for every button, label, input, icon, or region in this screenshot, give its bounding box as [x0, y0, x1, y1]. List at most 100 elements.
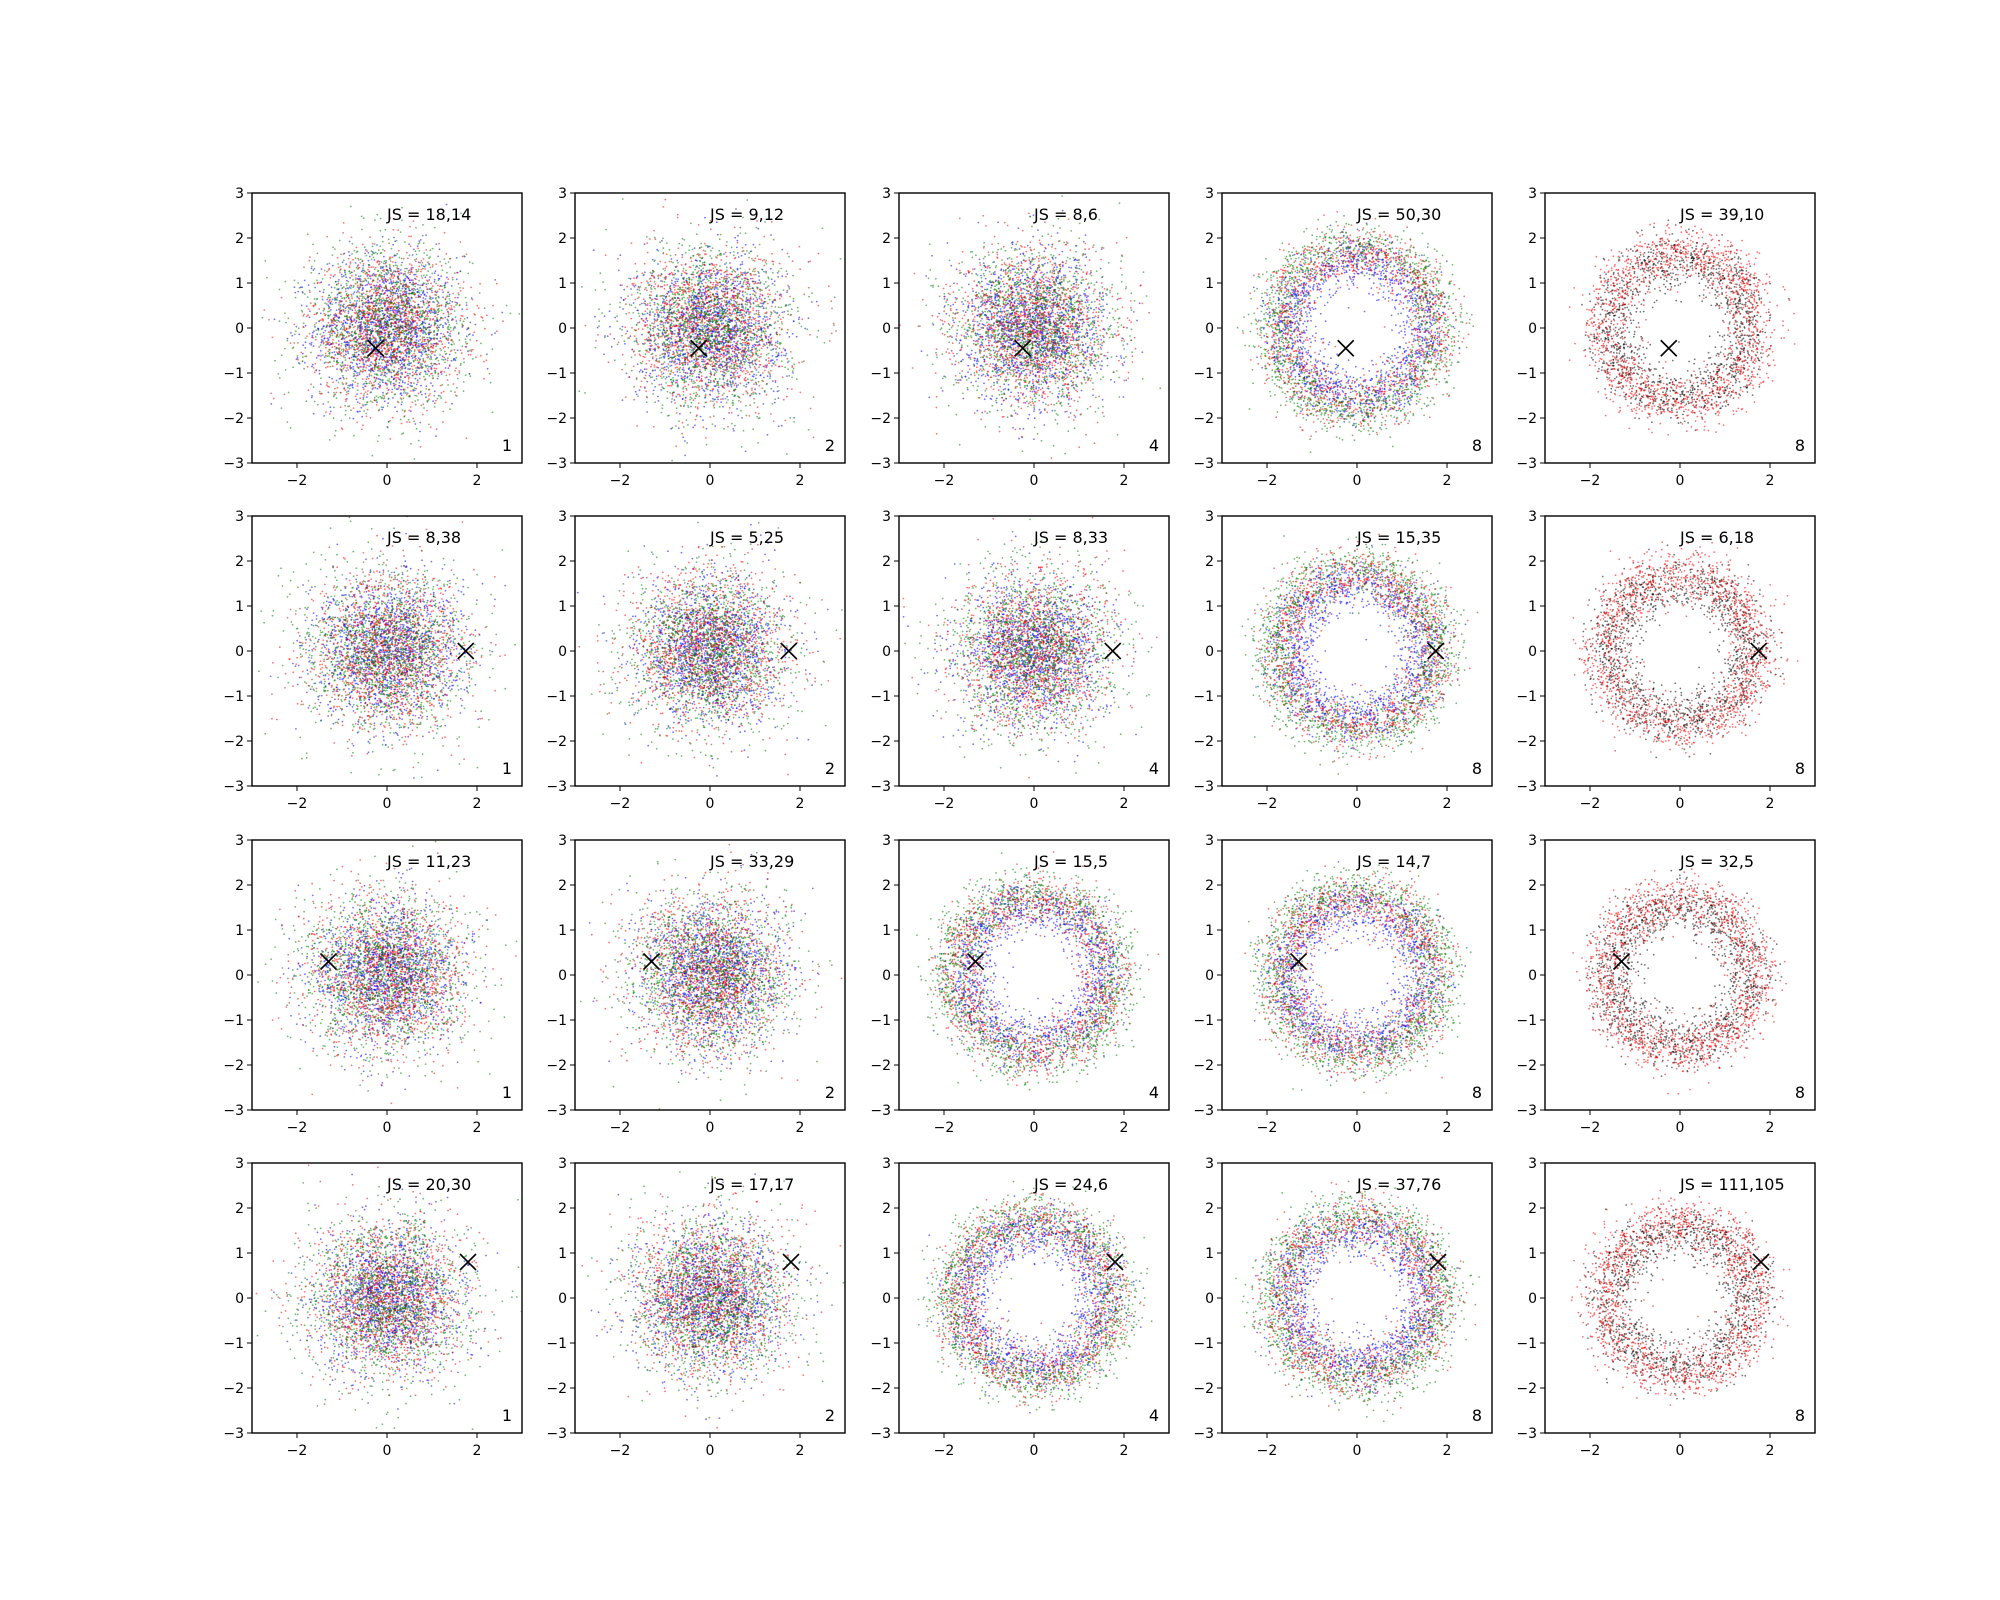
scatter-point: [401, 423, 403, 425]
scatter-point: [437, 285, 439, 287]
scatter-point: [432, 375, 434, 377]
scatter-point: [414, 345, 416, 347]
scatter-point: [666, 366, 668, 368]
scatter-point: [368, 326, 370, 328]
scatter-point: [397, 372, 399, 374]
scatter-point: [366, 307, 368, 309]
scatter-point: [407, 387, 409, 389]
scatter-point: [375, 252, 377, 254]
scatter-point: [420, 390, 422, 392]
scatter-point: [622, 399, 624, 401]
scatter-point: [429, 319, 431, 321]
scatter-point: [469, 339, 471, 341]
scatter-point: [422, 297, 424, 299]
scatter-point: [391, 369, 393, 371]
scatter-point: [367, 327, 369, 329]
scatter-point: [399, 285, 401, 287]
scatter-point: [448, 329, 450, 331]
scatter-point: [379, 409, 381, 411]
scatter-point: [394, 360, 396, 362]
scatter-point: [344, 271, 346, 273]
scatter-point: [324, 356, 326, 358]
scatter-point: [364, 317, 366, 319]
scatter-point: [328, 295, 330, 297]
scatter-point: [671, 341, 673, 343]
y-tick-label: 2: [235, 231, 244, 247]
scatter-point: [376, 401, 378, 403]
scatter-point: [442, 421, 444, 423]
scatter-point: [331, 292, 333, 294]
scatter-point: [630, 288, 632, 290]
scatter-point: [347, 387, 349, 389]
scatter-point: [397, 276, 399, 278]
scatter-point: [670, 342, 672, 344]
scatter-point: [313, 330, 315, 332]
scatter-point: [403, 316, 405, 318]
scatter-point: [420, 446, 422, 448]
scatter-point: [350, 409, 352, 411]
scatter-point: [381, 290, 383, 292]
scatter-point: [395, 304, 397, 306]
scatter-point: [433, 331, 435, 333]
scatter-point: [413, 421, 415, 423]
scatter-point: [375, 310, 377, 312]
scatter-point: [323, 292, 325, 294]
scatter-point: [424, 268, 426, 270]
scatter-point: [401, 300, 403, 302]
scatter-point: [329, 307, 331, 309]
scatter-point: [722, 288, 724, 290]
scatter-point: [364, 297, 366, 299]
scatter-point: [295, 297, 297, 299]
scatter-point: [410, 410, 412, 412]
scatter-point: [341, 349, 343, 351]
scatter-point: [358, 336, 360, 338]
scatter-point: [340, 406, 342, 408]
scatter-point: [361, 229, 363, 231]
scatter-point: [389, 316, 391, 318]
scatter-point: [293, 346, 295, 348]
scatter-point: [400, 328, 402, 330]
scatter-point: [430, 288, 432, 290]
scatter-point: [450, 390, 452, 392]
scatter-point: [364, 383, 366, 385]
scatter-point: [392, 360, 394, 362]
scatter-point: [383, 375, 385, 377]
scatter-point: [435, 349, 437, 351]
scatter-point: [409, 368, 411, 370]
scatter-point: [345, 399, 347, 401]
scatter-point: [379, 359, 381, 361]
scatter-point: [400, 379, 402, 381]
scatter-point: [344, 310, 346, 312]
scatter-point: [341, 343, 343, 345]
scatter-point: [440, 397, 442, 399]
scatter-point: [381, 374, 383, 376]
scatter-point: [415, 378, 417, 380]
scatter-point: [407, 359, 409, 361]
scatter-point: [300, 352, 302, 354]
scatter-point: [362, 297, 364, 299]
scatter-point: [396, 331, 398, 333]
scatter-point: [358, 314, 360, 316]
scatter-point: [422, 349, 424, 351]
scatter-point: [446, 319, 448, 321]
scatter-point: [396, 240, 398, 242]
scatter-point: [369, 236, 371, 238]
scatter-point: [422, 321, 424, 323]
scatter-point: [432, 319, 434, 321]
scatter-point: [351, 345, 353, 347]
scatter-point: [371, 309, 373, 311]
scatter-point: [736, 386, 738, 388]
scatter-point: [333, 323, 335, 325]
scatter-point: [447, 379, 449, 381]
scatter-point: [374, 243, 376, 245]
scatter-point: [330, 356, 332, 358]
scatter-point: [349, 405, 351, 407]
scatter-point: [365, 331, 367, 333]
scatter-point: [337, 257, 339, 259]
scatter-point: [378, 307, 380, 309]
scatter-point: [408, 361, 410, 363]
scatter-point: [400, 304, 402, 306]
scatter-point: [379, 314, 381, 316]
scatter-point: [379, 331, 381, 333]
scatter-point: [359, 310, 361, 312]
